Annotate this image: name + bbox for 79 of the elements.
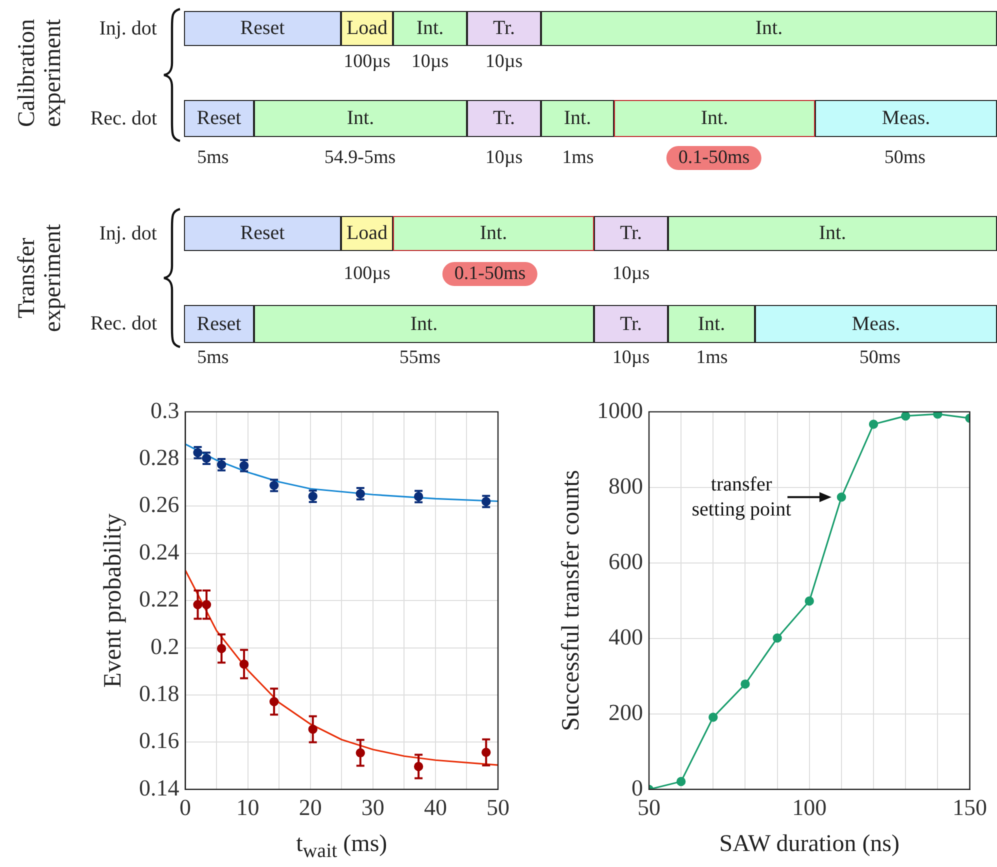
x-tick-label: 10 (236, 795, 260, 820)
text: 54.9-5ms (324, 147, 396, 169)
point (676, 776, 686, 786)
text: Rec. dot (90, 312, 157, 336)
y-tick-label: 600 (608, 548, 643, 574)
text: 10µs (612, 263, 650, 285)
y-axis-title: Successful transfer counts (558, 470, 585, 732)
text: Meas. (755, 305, 997, 343)
text: Int. (254, 100, 467, 137)
y-tick-label: 0.3 (150, 398, 180, 423)
y-tick-label: 0.14 (139, 775, 180, 800)
text: 50ms (884, 147, 926, 169)
text: Transfer experiment (14, 223, 66, 334)
text: 50ms (859, 347, 901, 369)
text: Reset (184, 305, 254, 343)
y-tick-label: 0.18 (139, 681, 180, 706)
text: Int. (668, 305, 755, 343)
text: Int. (254, 305, 594, 343)
x-tick-label: 50 (486, 795, 510, 820)
text: 5ms (197, 347, 229, 369)
text: Int. (393, 216, 594, 251)
point (868, 420, 878, 429)
text: 10µs (411, 51, 449, 73)
y-tick-label: 200 (608, 700, 643, 725)
text: Tr. (467, 100, 541, 137)
y-tick-label: 0.26 (139, 492, 180, 518)
text: 0.1-50ms (666, 146, 762, 170)
y-tick-label: 800 (608, 473, 643, 498)
point (804, 596, 814, 606)
y-tick-label: 1000 (597, 398, 643, 423)
text: Int. (614, 100, 815, 137)
y-tick-label: 400 (608, 624, 643, 650)
text: 5ms (197, 147, 229, 169)
text: Int. (668, 216, 997, 251)
text: 10µs (612, 347, 650, 369)
x-tick-label: 150 (952, 795, 987, 820)
x-axis-title: SAW duration (ns) (719, 831, 900, 858)
y-tick-label: 0.22 (139, 586, 180, 612)
point (708, 712, 718, 722)
text: Tr. (467, 11, 541, 46)
text: Int. (541, 11, 997, 46)
text: Rec. dot (90, 108, 157, 130)
text: Calibration experiment (14, 18, 66, 129)
text: Tr. (594, 305, 668, 343)
x-tick-label: 40 (424, 795, 447, 820)
text: Load (341, 216, 393, 251)
annotation: transfer setting point (692, 473, 792, 520)
text: 100µs (344, 51, 390, 73)
text: Reset (184, 11, 341, 46)
text: 55ms (399, 347, 441, 369)
text: Inj. dot (99, 222, 157, 246)
text: 10µs (485, 147, 523, 169)
x-tick-label: 100 (792, 795, 827, 820)
point (740, 679, 750, 689)
text: 100µs (344, 263, 390, 285)
x-axis-title: t$_{wait}$ (ms) (296, 831, 388, 863)
text: Meas. (815, 100, 997, 137)
text: Reset (184, 216, 341, 251)
y-tick-label: 0.28 (139, 445, 180, 470)
point (901, 412, 910, 421)
y-tick-label: 0.2 (150, 634, 180, 659)
text: Load (341, 11, 393, 46)
y-tick-label: 0.24 (139, 539, 180, 564)
y-tick-label: 0.16 (139, 728, 180, 754)
text: Tr. (594, 216, 668, 251)
y-axis-title: Event probability (100, 512, 127, 688)
text: 1ms (562, 147, 594, 169)
text: 10µs (485, 51, 523, 73)
x-tick-label: 20 (298, 795, 322, 820)
point (772, 633, 782, 643)
text: Inj. dot (99, 18, 157, 40)
text: Int. (393, 11, 467, 46)
text: 1ms (696, 347, 728, 369)
text: Int. (541, 100, 614, 137)
x-tick-label: 30 (361, 795, 384, 820)
point (836, 492, 846, 502)
text: 0.1-50ms (442, 262, 538, 286)
text: Reset (184, 100, 254, 137)
point (933, 412, 942, 419)
